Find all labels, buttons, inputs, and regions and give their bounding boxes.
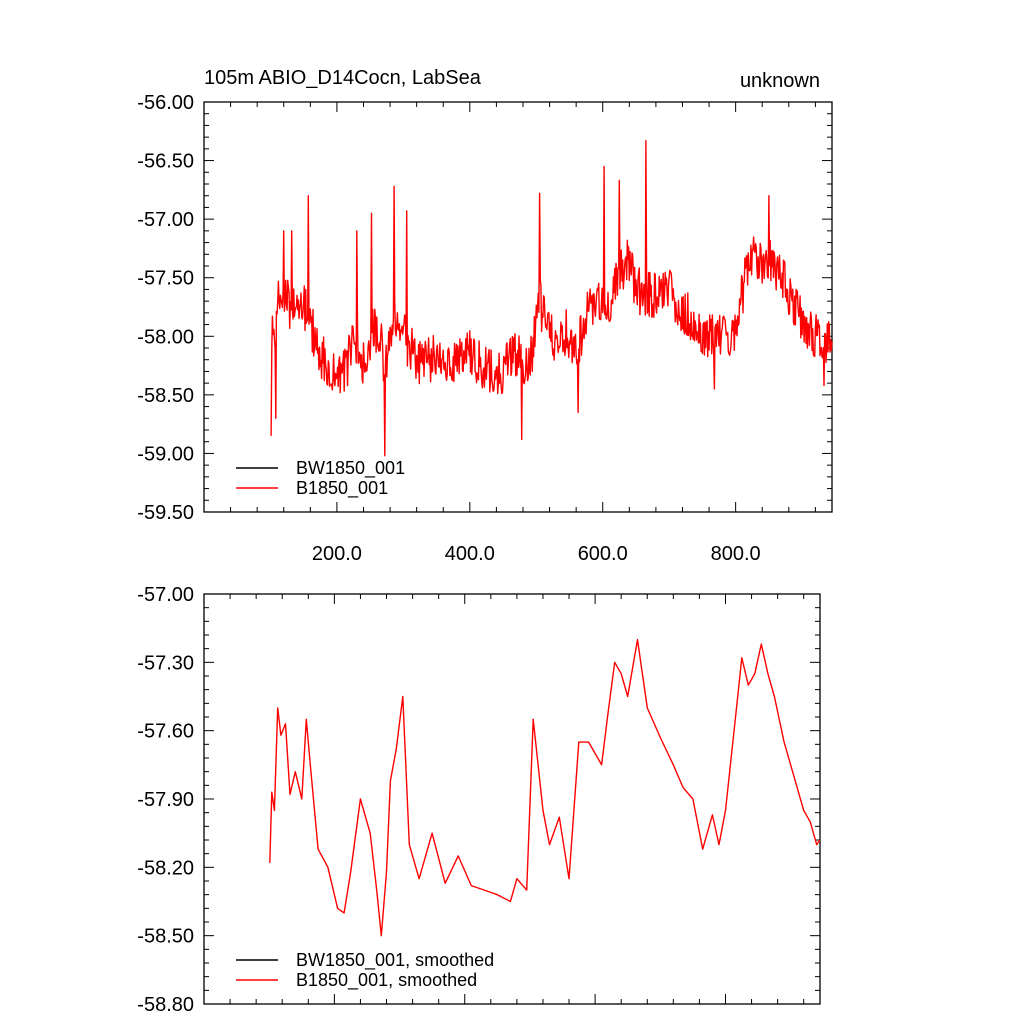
- legend-label: BW1850_001, smoothed: [296, 950, 494, 971]
- series-line-b1850-001: [270, 140, 833, 457]
- chart-title-right: unknown: [740, 70, 820, 92]
- x-tick-label: 600.0: [578, 543, 628, 565]
- legend-label: BW1850_001: [296, 458, 405, 479]
- y-tick-label: -58.00: [137, 326, 194, 348]
- y-tick-label: -58.80: [137, 994, 194, 1016]
- y-tick-label: -58.50: [137, 926, 194, 948]
- y-tick-label: -57.60: [137, 721, 194, 743]
- x-tick-label: 400.0: [445, 543, 495, 565]
- y-tick-label: -58.50: [137, 385, 194, 407]
- y-tick-label: -57.50: [137, 268, 194, 290]
- legend-label: B1850_001, smoothed: [296, 970, 477, 991]
- x-tick-label: 800.0: [711, 543, 761, 565]
- plot-frame: [203, 593, 821, 1005]
- y-tick-label: -56.50: [137, 151, 194, 173]
- y-tick-label: -59.50: [137, 502, 194, 524]
- chart-title: 105m ABIO_D14Cocn, LabSea: [204, 67, 482, 89]
- legend-label: B1850_001: [296, 478, 388, 499]
- y-tick-label: -57.00: [137, 209, 194, 231]
- y-tick-label: -57.00: [137, 584, 194, 606]
- y-tick-label: -57.30: [137, 652, 194, 674]
- y-tick-label: -58.20: [137, 857, 194, 879]
- series-line-b1850-001-smoothed: [269, 638, 821, 937]
- y-tick-label: -59.00: [137, 443, 194, 465]
- x-tick-label: 200.0: [312, 543, 362, 565]
- y-tick-label: -56.00: [137, 92, 194, 114]
- y-tick-label: -57.90: [137, 789, 194, 811]
- plot-frame: [203, 101, 833, 513]
